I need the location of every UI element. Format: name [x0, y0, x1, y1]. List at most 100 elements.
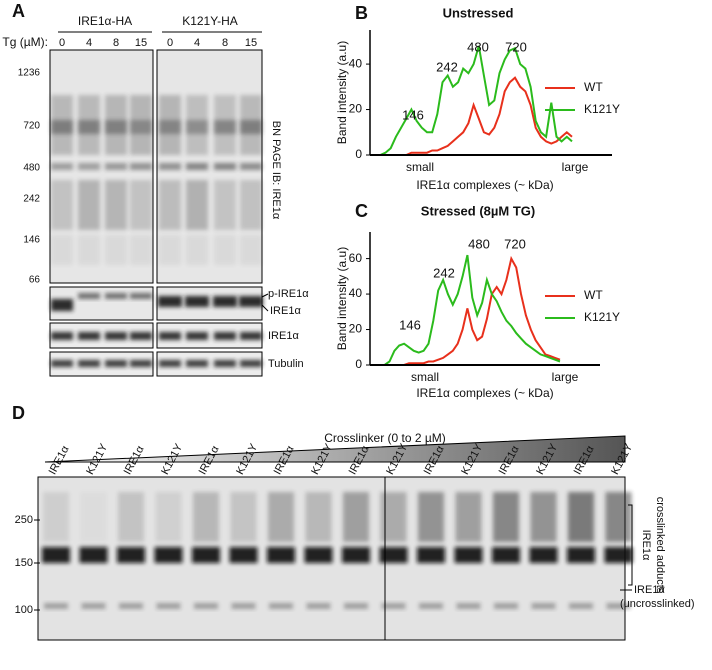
chart-title: Stressed (8µM TG)	[421, 203, 535, 218]
y-axis-label: Band intensity (a.u)	[335, 41, 349, 144]
band	[78, 180, 100, 230]
band	[51, 163, 73, 170]
band	[78, 235, 100, 265]
mw-label: 146	[23, 235, 40, 246]
band	[456, 603, 481, 609]
x-end-label: large	[552, 370, 579, 384]
band	[51, 235, 73, 265]
panel-label: D	[12, 403, 25, 423]
band	[78, 332, 100, 340]
band	[494, 603, 518, 609]
band	[105, 360, 127, 367]
mw-label: 1236	[18, 68, 41, 79]
band	[568, 492, 594, 542]
band	[130, 235, 152, 265]
blot-d: IRE1α K121Y IRE1α K121Y IRE1α K121Y IRE1α K121Y…	[15, 441, 636, 641]
peak-annotation: 720	[504, 236, 526, 251]
band	[185, 296, 209, 307]
band	[214, 360, 236, 367]
mw-label: 100	[15, 604, 33, 616]
series-line	[370, 45, 573, 156]
blot-a	[49, 49, 269, 377]
band	[531, 603, 556, 609]
peak-annotation: 480	[467, 39, 489, 54]
mw-label: 242	[23, 194, 40, 205]
band	[418, 492, 444, 542]
peak-annotation: 242	[433, 265, 455, 280]
band	[269, 603, 293, 609]
band	[306, 603, 331, 609]
band	[192, 547, 220, 563]
band	[305, 492, 332, 542]
band	[231, 603, 256, 609]
band	[130, 360, 152, 367]
band	[51, 120, 73, 134]
pointer-line	[261, 293, 269, 298]
peak-annotation: 720	[505, 39, 527, 54]
dose-label: 15	[245, 37, 257, 49]
panel-label: C	[355, 201, 368, 221]
band	[240, 332, 262, 340]
band	[158, 296, 182, 307]
adducts-label: IRE1α	[640, 530, 652, 561]
construct-label: K121Y-HA	[182, 14, 238, 28]
band	[130, 180, 152, 230]
band	[51, 360, 73, 367]
legend-label: WT	[584, 80, 603, 94]
band	[529, 547, 558, 563]
band	[51, 180, 73, 230]
band	[154, 547, 183, 563]
row-label: Tubulin	[268, 358, 304, 370]
x-end-label: small	[411, 370, 439, 384]
band	[159, 332, 181, 340]
dose-label: 4	[194, 37, 200, 49]
construct-label: IRE1α-HA	[78, 14, 132, 28]
band	[343, 492, 369, 542]
mw-label: 150	[15, 557, 33, 569]
band	[159, 120, 181, 134]
band	[455, 492, 482, 542]
peak-annotation: 242	[436, 59, 458, 74]
band	[569, 603, 593, 609]
band	[44, 603, 68, 609]
band	[105, 163, 127, 170]
x-axis-label: IRE1α complexes (~ kDa)	[416, 386, 553, 400]
band	[117, 547, 145, 563]
band	[193, 492, 219, 542]
band	[380, 492, 407, 542]
band	[155, 492, 182, 542]
band	[604, 547, 633, 563]
peak-annotation: 146	[402, 107, 424, 122]
crosslinker-label: Crosslinker (0 to 2 µM)	[324, 431, 446, 445]
band	[81, 492, 107, 542]
peak-annotation: 146	[399, 317, 421, 332]
band	[379, 547, 408, 563]
band	[381, 603, 406, 609]
band	[78, 293, 100, 299]
dose-label: 4	[86, 37, 92, 49]
band	[130, 120, 152, 134]
band	[130, 163, 152, 170]
mw-label: 250	[15, 514, 33, 526]
band	[214, 235, 236, 265]
dose-label: 0	[167, 37, 173, 49]
dose-label: 0	[59, 37, 65, 49]
dose-label: 8	[113, 37, 119, 49]
band	[493, 492, 519, 542]
x-end-label: large	[562, 160, 589, 174]
lane-label: IRE1α	[47, 443, 72, 476]
y-tick-label: 0	[355, 147, 362, 161]
band	[159, 180, 181, 230]
band	[118, 492, 144, 542]
y-tick-label: 20	[349, 322, 363, 336]
dose-label: 15	[135, 37, 147, 49]
band	[344, 603, 368, 609]
band	[130, 332, 152, 340]
band	[42, 547, 70, 563]
band	[240, 235, 262, 265]
band	[454, 547, 483, 563]
band	[105, 332, 127, 340]
x-end-label: small	[406, 160, 434, 174]
band	[78, 163, 100, 170]
